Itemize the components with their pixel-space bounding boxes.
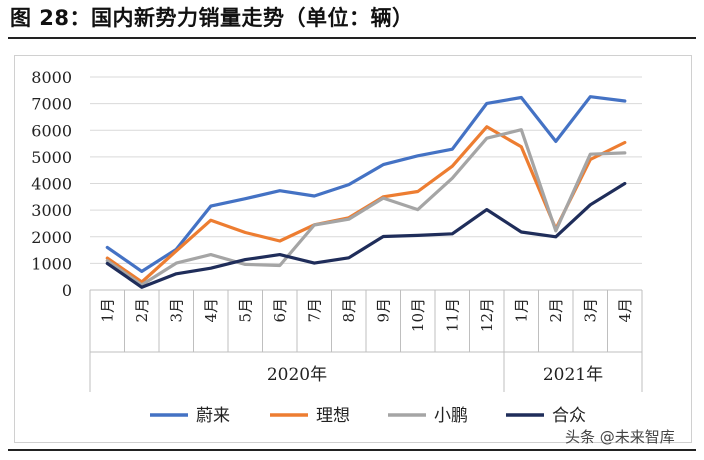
- x-tick-label: 2月: [547, 298, 565, 323]
- x-tick-label: 9月: [374, 298, 392, 323]
- watermark: 头条 @未来智库: [565, 428, 675, 446]
- legend-label: 小鹏: [434, 406, 468, 426]
- y-tick-label: 1000: [31, 254, 72, 273]
- series-line-合众: [105, 181, 627, 289]
- x-group-label: 2021年: [543, 365, 603, 385]
- y-tick-label: 5000: [31, 148, 72, 167]
- x-tick-label: 12月: [478, 298, 496, 332]
- series-line-小鹏: [105, 128, 627, 287]
- y-tick-label: 6000: [31, 121, 72, 140]
- y-tick-label: 2000: [31, 228, 72, 247]
- x-tick-label: 4月: [616, 298, 634, 323]
- chart-frame: [14, 55, 692, 443]
- x-tick-label: 4月: [202, 298, 220, 323]
- bottom-rule: [8, 449, 696, 451]
- x-tick-label: 3月: [167, 298, 185, 323]
- x-tick-label: 7月: [305, 298, 323, 323]
- title-rule: [8, 37, 696, 39]
- legend-label: 理想: [316, 406, 350, 426]
- x-tick-label: 6月: [271, 298, 289, 323]
- x-tick-label: 5月: [236, 298, 254, 323]
- y-tick-label: 0: [62, 281, 72, 300]
- x-group-label: 2020年: [267, 365, 327, 385]
- x-tick-label: 2月: [133, 298, 151, 323]
- x-tick-label: 8月: [340, 298, 358, 323]
- x-tick-label: 1月: [512, 298, 530, 323]
- x-tick-label: 3月: [581, 298, 599, 323]
- y-tick-label: 8000: [31, 68, 72, 87]
- legend-label: 合众: [552, 406, 586, 426]
- x-tick-label: 1月: [98, 298, 116, 323]
- legend-label: 蔚来: [196, 406, 230, 426]
- y-tick-label: 4000: [31, 175, 72, 194]
- y-tick-label: 3000: [31, 201, 72, 220]
- series-line-蔚来: [105, 95, 627, 273]
- y-tick-label: 7000: [31, 95, 72, 114]
- x-tick-label: 11月: [443, 298, 461, 332]
- figure-title: 图 28：国内新势力销量走势（单位：辆）: [10, 6, 414, 30]
- x-tick-label: 10月: [409, 298, 427, 332]
